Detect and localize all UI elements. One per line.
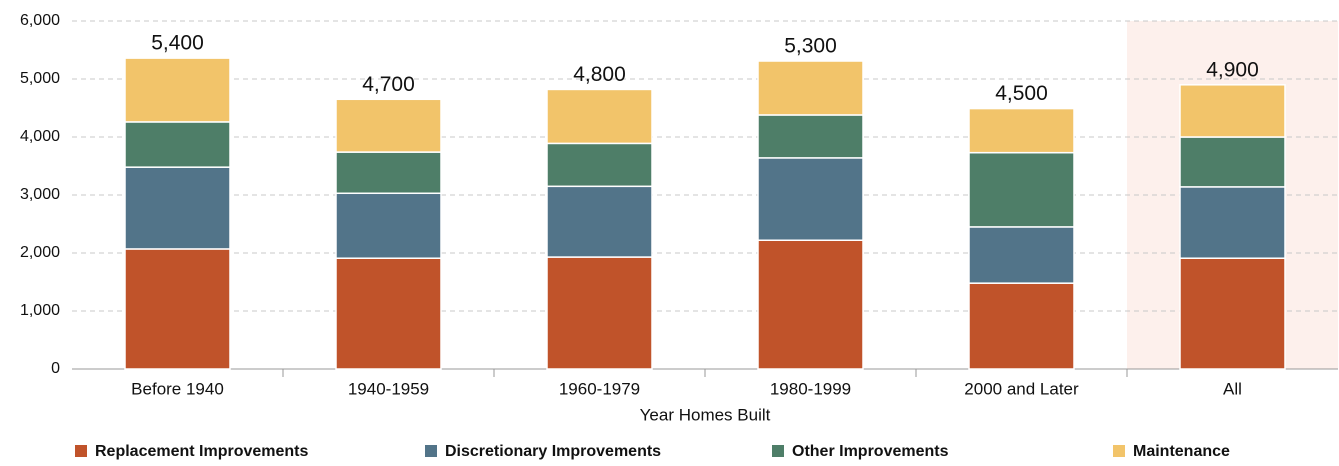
- bar-segment: [1179, 136, 1286, 188]
- y-tick-label: 1,000: [20, 302, 60, 319]
- legend-label: Replacement Improvements: [95, 443, 309, 460]
- total-label: 4,700: [362, 73, 415, 96]
- y-tick-label: 5,000: [20, 70, 60, 87]
- x-tick-label: 1980-1999: [770, 379, 851, 398]
- bar-segment: [1179, 84, 1286, 138]
- bar-segment: [546, 142, 653, 188]
- bar-segment: [335, 192, 442, 259]
- bar-segment: [968, 226, 1075, 284]
- bar-segment: [335, 151, 442, 195]
- legend-label: Discretionary Improvements: [445, 443, 661, 460]
- legend-label: Maintenance: [1133, 443, 1230, 460]
- x-tick-label: Before 1940: [131, 379, 224, 398]
- x-tick-label: All: [1223, 379, 1242, 398]
- total-label: 5,400: [151, 32, 204, 55]
- bar-segment: [546, 88, 653, 145]
- bar-segment: [757, 60, 864, 116]
- bar-segment: [1179, 257, 1286, 370]
- bar-segment: [124, 166, 231, 250]
- bar-segment: [124, 121, 231, 168]
- bar-segment: [757, 114, 864, 159]
- y-tick-label: 6,000: [20, 12, 60, 29]
- bar-segment: [335, 257, 442, 370]
- bar-segment: [1179, 186, 1286, 259]
- bar-segment: [546, 256, 653, 370]
- bar-segment: [546, 185, 653, 258]
- legend-swatch: [1113, 445, 1125, 457]
- bar-segment: [968, 282, 1075, 370]
- total-label: 5,300: [784, 35, 837, 58]
- bar-segment: [335, 98, 442, 153]
- x-tick-label: 2000 and Later: [964, 379, 1079, 398]
- total-label: 4,900: [1206, 58, 1259, 81]
- x-axis-label: Year Homes Built: [640, 405, 771, 424]
- bar-segment: [968, 107, 1075, 154]
- y-tick-label: 2,000: [20, 244, 60, 261]
- legend-label: Other Improvements: [792, 443, 949, 460]
- bar-segment: [124, 248, 231, 370]
- total-label: 4,500: [995, 82, 1048, 105]
- x-tick-label: 1940-1959: [348, 379, 429, 398]
- bar-segment: [124, 57, 231, 123]
- y-tick-label: 0: [51, 360, 60, 377]
- legend-swatch: [772, 445, 784, 457]
- bar-segment: [757, 239, 864, 370]
- legend-swatch: [75, 445, 87, 457]
- bar-segment: [968, 151, 1075, 228]
- legend-swatch: [425, 445, 437, 457]
- y-tick-label: 4,000: [20, 128, 60, 145]
- y-tick-label: 3,000: [20, 186, 60, 203]
- bar-segment: [757, 157, 864, 241]
- x-tick-label: 1960-1979: [559, 379, 640, 398]
- total-label: 4,800: [573, 63, 626, 86]
